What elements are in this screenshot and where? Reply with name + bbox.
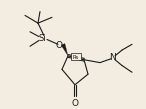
Bar — [71, 53, 81, 60]
Text: N: N — [110, 53, 116, 62]
Text: Rs: Rs — [73, 55, 79, 60]
Polygon shape — [61, 44, 68, 56]
Text: O: O — [72, 99, 79, 108]
Text: Si: Si — [38, 34, 46, 43]
Text: O: O — [55, 41, 62, 50]
